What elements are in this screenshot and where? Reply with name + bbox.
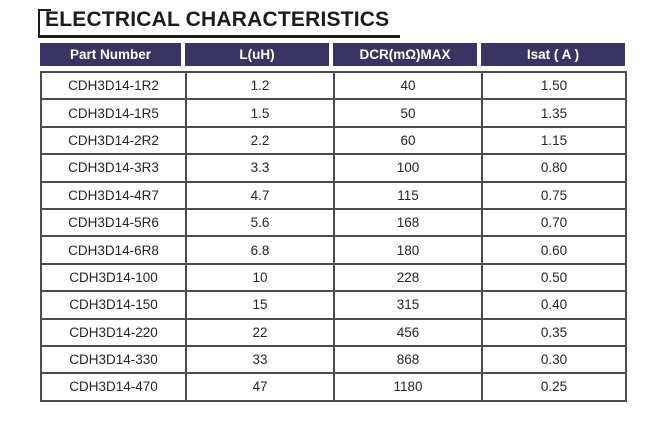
table-row: CDH3D14-1R2 1.2 40 1.50 <box>40 70 627 101</box>
cell-part-number: CDH3D14-100 <box>40 262 187 293</box>
cell-dcr-max: 168 <box>333 207 483 238</box>
cell-part-number: CDH3D14-1R2 <box>40 70 187 101</box>
cell-isat: 0.25 <box>481 372 627 402</box>
cell-inductance: 10 <box>185 262 335 293</box>
table-row: CDH3D14-100 10 228 0.50 <box>40 262 627 293</box>
section-title-block: ELECTRICAL CHARACTERISTICS <box>38 5 400 38</box>
cell-isat: 0.40 <box>481 290 627 320</box>
table-rows-container: CDH3D14-1R2 1.2 40 1.50 CDH3D14-1R5 1.5 … <box>40 70 627 402</box>
cell-dcr-max: 115 <box>333 180 483 210</box>
table-row: CDH3D14-1R5 1.5 50 1.35 <box>40 98 627 128</box>
table-row: CDH3D14-5R6 5.6 168 0.70 <box>40 207 627 238</box>
cell-dcr-max: 50 <box>333 98 483 128</box>
cell-isat: 0.30 <box>481 344 627 375</box>
cell-isat: 0.70 <box>481 207 627 238</box>
cell-dcr-max: 456 <box>333 317 483 347</box>
table-row: CDH3D14-4R7 4.7 115 0.75 <box>40 180 627 210</box>
electrical-characteristics-table: Part Number L(uH) DCR(mΩ)MAX Isat ( A ) … <box>40 43 627 402</box>
cell-part-number: CDH3D14-3R3 <box>40 153 187 183</box>
cell-isat: 0.35 <box>481 317 627 347</box>
cell-inductance: 1.5 <box>185 98 335 128</box>
cell-inductance: 33 <box>185 344 335 375</box>
cell-dcr-max: 100 <box>333 153 483 183</box>
cell-dcr-max: 180 <box>333 235 483 265</box>
table-body: CDH3D14-1R2 1.2 40 1.50 CDH3D14-1R5 1.5 … <box>40 70 627 402</box>
cell-inductance: 15 <box>185 290 335 320</box>
cell-isat: 1.15 <box>481 125 627 156</box>
cell-inductance: 47 <box>185 372 335 402</box>
cell-inductance: 5.6 <box>185 207 335 238</box>
cell-isat: 0.60 <box>481 235 627 265</box>
cell-dcr-max: 228 <box>333 262 483 293</box>
cell-part-number: CDH3D14-4R7 <box>40 180 187 210</box>
cell-part-number: CDH3D14-330 <box>40 344 187 375</box>
cell-inductance: 2.2 <box>185 125 335 156</box>
table-row: CDH3D14-330 33 868 0.30 <box>40 344 627 375</box>
cell-part-number: CDH3D14-150 <box>40 290 187 320</box>
cell-dcr-max: 60 <box>333 125 483 156</box>
cell-isat: 0.75 <box>481 180 627 210</box>
cell-dcr-max: 315 <box>333 290 483 320</box>
title-underline <box>38 35 400 38</box>
cell-isat: 0.50 <box>481 262 627 293</box>
column-header-dcr-max: DCR(mΩ)MAX <box>333 43 481 66</box>
table-row: CDH3D14-2R2 2.2 60 1.15 <box>40 125 627 156</box>
cell-inductance: 3.3 <box>185 153 335 183</box>
cell-inductance: 4.7 <box>185 180 335 210</box>
cell-part-number: CDH3D14-6R8 <box>40 235 187 265</box>
column-header-part-number: Part Number <box>40 43 185 66</box>
cell-isat: 0.80 <box>481 153 627 183</box>
cell-isat: 1.35 <box>481 98 627 128</box>
cell-inductance: 22 <box>185 317 335 347</box>
cell-part-number: CDH3D14-5R6 <box>40 207 187 238</box>
table-header-row: Part Number L(uH) DCR(mΩ)MAX Isat ( A ) <box>40 43 625 66</box>
cell-isat: 1.50 <box>481 70 627 101</box>
cell-part-number: CDH3D14-220 <box>40 317 187 347</box>
cell-part-number: CDH3D14-470 <box>40 372 187 402</box>
cell-inductance: 1.2 <box>185 70 335 101</box>
table-row: CDH3D14-3R3 3.3 100 0.80 <box>40 153 627 183</box>
column-header-inductance: L(uH) <box>185 43 333 66</box>
table-row: CDH3D14-6R8 6.8 180 0.60 <box>40 235 627 265</box>
table-row: CDH3D14-470 47 1180 0.25 <box>40 372 627 402</box>
column-header-isat: Isat ( A ) <box>481 43 625 66</box>
corner-bracket-icon <box>38 9 51 35</box>
cell-dcr-max: 868 <box>333 344 483 375</box>
cell-inductance: 6.8 <box>185 235 335 265</box>
table-row: CDH3D14-220 22 456 0.35 <box>40 317 627 347</box>
cell-part-number: CDH3D14-2R2 <box>40 125 187 156</box>
cell-dcr-max: 40 <box>333 70 483 101</box>
page-title: ELECTRICAL CHARACTERISTICS <box>45 8 390 31</box>
cell-dcr-max: 1180 <box>333 372 483 402</box>
table-row: CDH3D14-150 15 315 0.40 <box>40 290 627 320</box>
cell-part-number: CDH3D14-1R5 <box>40 98 187 128</box>
